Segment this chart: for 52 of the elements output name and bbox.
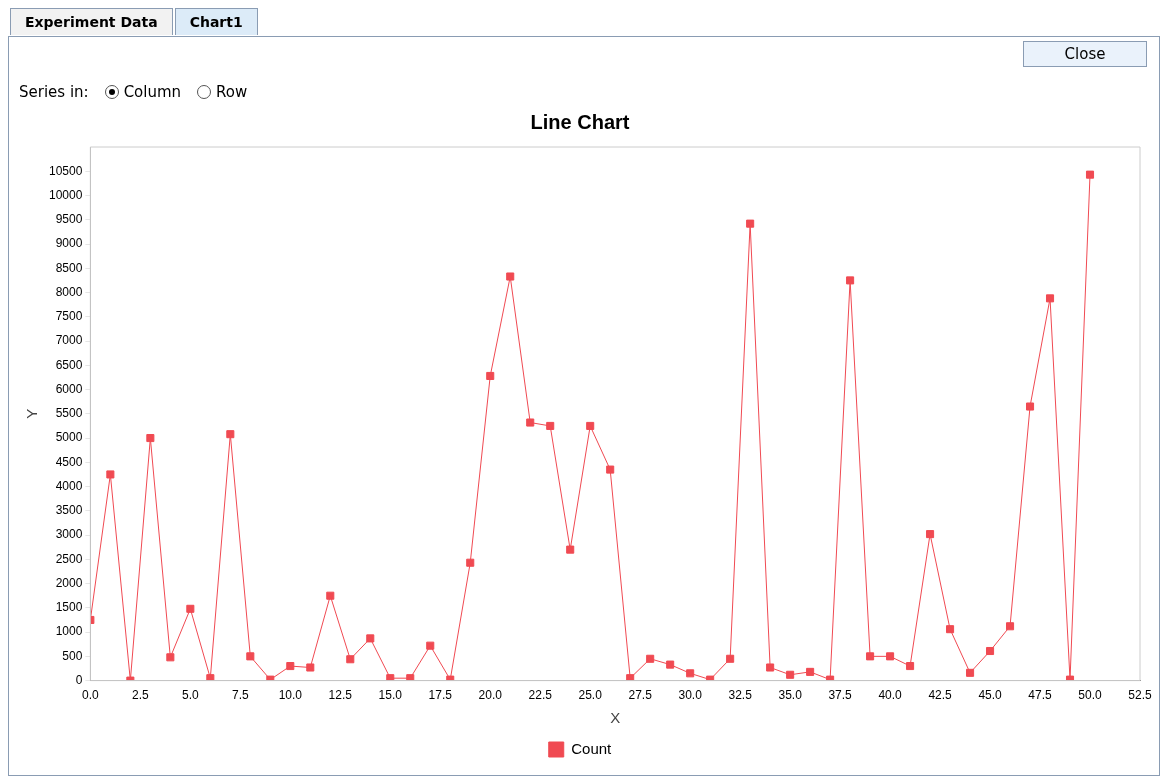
x-tick-label: 47.5 [1028, 688, 1053, 703]
y-tick-label: 9000 [55, 236, 83, 251]
x-tick-label: 22.5 [528, 688, 553, 703]
text: Column [123, 83, 182, 101]
x-tick-label: 10.0 [278, 688, 303, 703]
y-tick-label: 10500 [48, 163, 83, 178]
y-axis-title: Y [23, 408, 41, 419]
x-tick-label: 50.0 [1078, 688, 1103, 703]
y-tick-label: 10000 [48, 187, 83, 202]
x-tick-label: 5.0 [181, 688, 199, 703]
y-tick-label: 4000 [55, 478, 83, 493]
y-tick-label: 500 [62, 648, 83, 663]
x-tick-label: 37.5 [828, 688, 853, 703]
y-tick-label: 5500 [55, 406, 83, 421]
x-tick-label: 25.0 [578, 688, 603, 703]
x-tick-label: 7.5 [231, 688, 249, 703]
y-tick-label: 4500 [55, 454, 83, 469]
x-tick-label: 30.0 [678, 688, 703, 703]
x-tick-label: 52.5 [1128, 688, 1152, 703]
x-tick-label: 17.5 [428, 688, 453, 703]
chart-title: Line Chart [530, 110, 630, 133]
y-tick-label: 8500 [55, 260, 83, 275]
x-tick-label: 2.5 [132, 688, 150, 703]
y-tick-label: 7000 [55, 333, 83, 348]
x-tick-label: 15.0 [378, 688, 403, 703]
x-tick-label: 45.0 [978, 688, 1003, 703]
legend-label: Count [571, 739, 613, 757]
text: Close [1023, 41, 1147, 67]
y-tick-label: 2000 [55, 575, 83, 590]
y-tick-label: 5000 [55, 430, 83, 445]
y-tick-label: 8000 [55, 284, 83, 299]
y-tick-label: 3000 [55, 527, 83, 542]
y-tick-label: 6000 [55, 381, 83, 396]
y-tick-label: 0 [75, 672, 83, 687]
x-tick-label: 42.5 [928, 688, 953, 703]
x-tick-label: 35.0 [778, 688, 803, 703]
y-tick-label: 9500 [55, 212, 83, 227]
y-tick-label: 1000 [55, 624, 83, 639]
text: Series in: [19, 83, 89, 101]
x-tick-label: 0.0 [82, 688, 100, 703]
y-tick-label: 3500 [55, 503, 83, 518]
x-tick-label: 20.0 [478, 688, 503, 703]
x-tick-label: 27.5 [628, 688, 653, 703]
y-tick-label: 2500 [55, 551, 83, 566]
y-tick-label: 1500 [55, 600, 83, 615]
x-axis-title: X [610, 709, 621, 727]
y-tick-label: 7500 [55, 309, 83, 324]
x-tick-label: 40.0 [878, 688, 903, 703]
x-tick-label: 32.5 [728, 688, 753, 703]
text: Row [216, 83, 248, 101]
x-tick-label: 12.5 [328, 688, 353, 703]
y-tick-label: 6500 [55, 357, 83, 372]
